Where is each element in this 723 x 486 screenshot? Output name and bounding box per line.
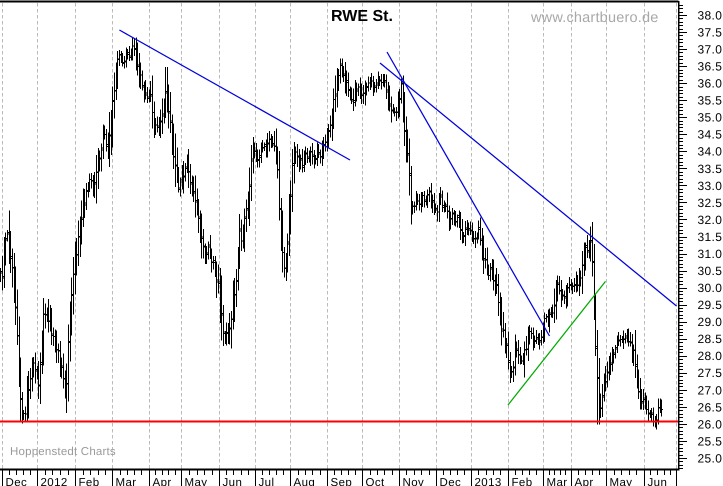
svg-text:32.0: 32.0 bbox=[698, 213, 723, 227]
svg-text:Nov: Nov bbox=[403, 477, 425, 486]
svg-text:36.0: 36.0 bbox=[698, 77, 723, 91]
svg-text:34.0: 34.0 bbox=[698, 145, 723, 159]
svg-text:Jun: Jun bbox=[648, 477, 668, 486]
svg-text:28.0: 28.0 bbox=[698, 349, 723, 363]
svg-text:33.5: 33.5 bbox=[698, 162, 723, 176]
svg-text:37.5: 37.5 bbox=[698, 25, 723, 39]
svg-text:Dec: Dec bbox=[6, 477, 28, 486]
svg-text:26.5: 26.5 bbox=[698, 400, 723, 414]
svg-text:2012: 2012 bbox=[41, 477, 68, 486]
svg-text:Sep: Sep bbox=[331, 477, 353, 486]
svg-text:Feb: Feb bbox=[79, 477, 100, 486]
svg-text:26.0: 26.0 bbox=[698, 417, 723, 431]
svg-text:31.0: 31.0 bbox=[698, 247, 723, 261]
svg-text:31.5: 31.5 bbox=[698, 230, 723, 244]
svg-text:32.5: 32.5 bbox=[698, 196, 723, 210]
svg-text:www.chartbuero.de: www.chartbuero.de bbox=[530, 10, 659, 26]
svg-text:2013: 2013 bbox=[475, 477, 502, 486]
svg-text:28.5: 28.5 bbox=[698, 332, 723, 346]
svg-text:38.0: 38.0 bbox=[698, 8, 723, 22]
svg-text:Feb: Feb bbox=[512, 477, 533, 486]
svg-text:Apr: Apr bbox=[575, 477, 594, 486]
svg-text:29.5: 29.5 bbox=[698, 298, 723, 312]
svg-text:30.5: 30.5 bbox=[698, 264, 723, 278]
svg-text:Mar: Mar bbox=[547, 477, 568, 486]
svg-text:RWE St.: RWE St. bbox=[331, 8, 393, 25]
svg-text:Jun: Jun bbox=[223, 477, 243, 486]
svg-text:Jul: Jul bbox=[259, 477, 275, 486]
svg-text:35.0: 35.0 bbox=[698, 111, 723, 125]
svg-text:35.5: 35.5 bbox=[698, 94, 723, 108]
svg-text:37.0: 37.0 bbox=[698, 42, 723, 56]
svg-text:25.0: 25.0 bbox=[698, 451, 723, 465]
svg-text:34.5: 34.5 bbox=[698, 128, 723, 142]
svg-text:36.5: 36.5 bbox=[698, 60, 723, 74]
svg-text:Mar: Mar bbox=[116, 477, 137, 486]
svg-text:Hoppenstedt Charts: Hoppenstedt Charts bbox=[10, 446, 116, 458]
svg-text:May: May bbox=[185, 477, 208, 486]
svg-text:May: May bbox=[610, 477, 633, 486]
svg-text:30.0: 30.0 bbox=[698, 281, 723, 295]
svg-text:Aug: Aug bbox=[294, 477, 316, 486]
svg-text:27.5: 27.5 bbox=[698, 366, 723, 380]
svg-text:27.0: 27.0 bbox=[698, 383, 723, 397]
svg-text:33.0: 33.0 bbox=[698, 179, 723, 193]
svg-text:Apr: Apr bbox=[153, 477, 172, 486]
svg-text:Oct: Oct bbox=[366, 477, 385, 486]
svg-text:29.0: 29.0 bbox=[698, 315, 723, 329]
svg-text:Dec: Dec bbox=[440, 477, 462, 486]
svg-text:25.5: 25.5 bbox=[698, 434, 723, 448]
